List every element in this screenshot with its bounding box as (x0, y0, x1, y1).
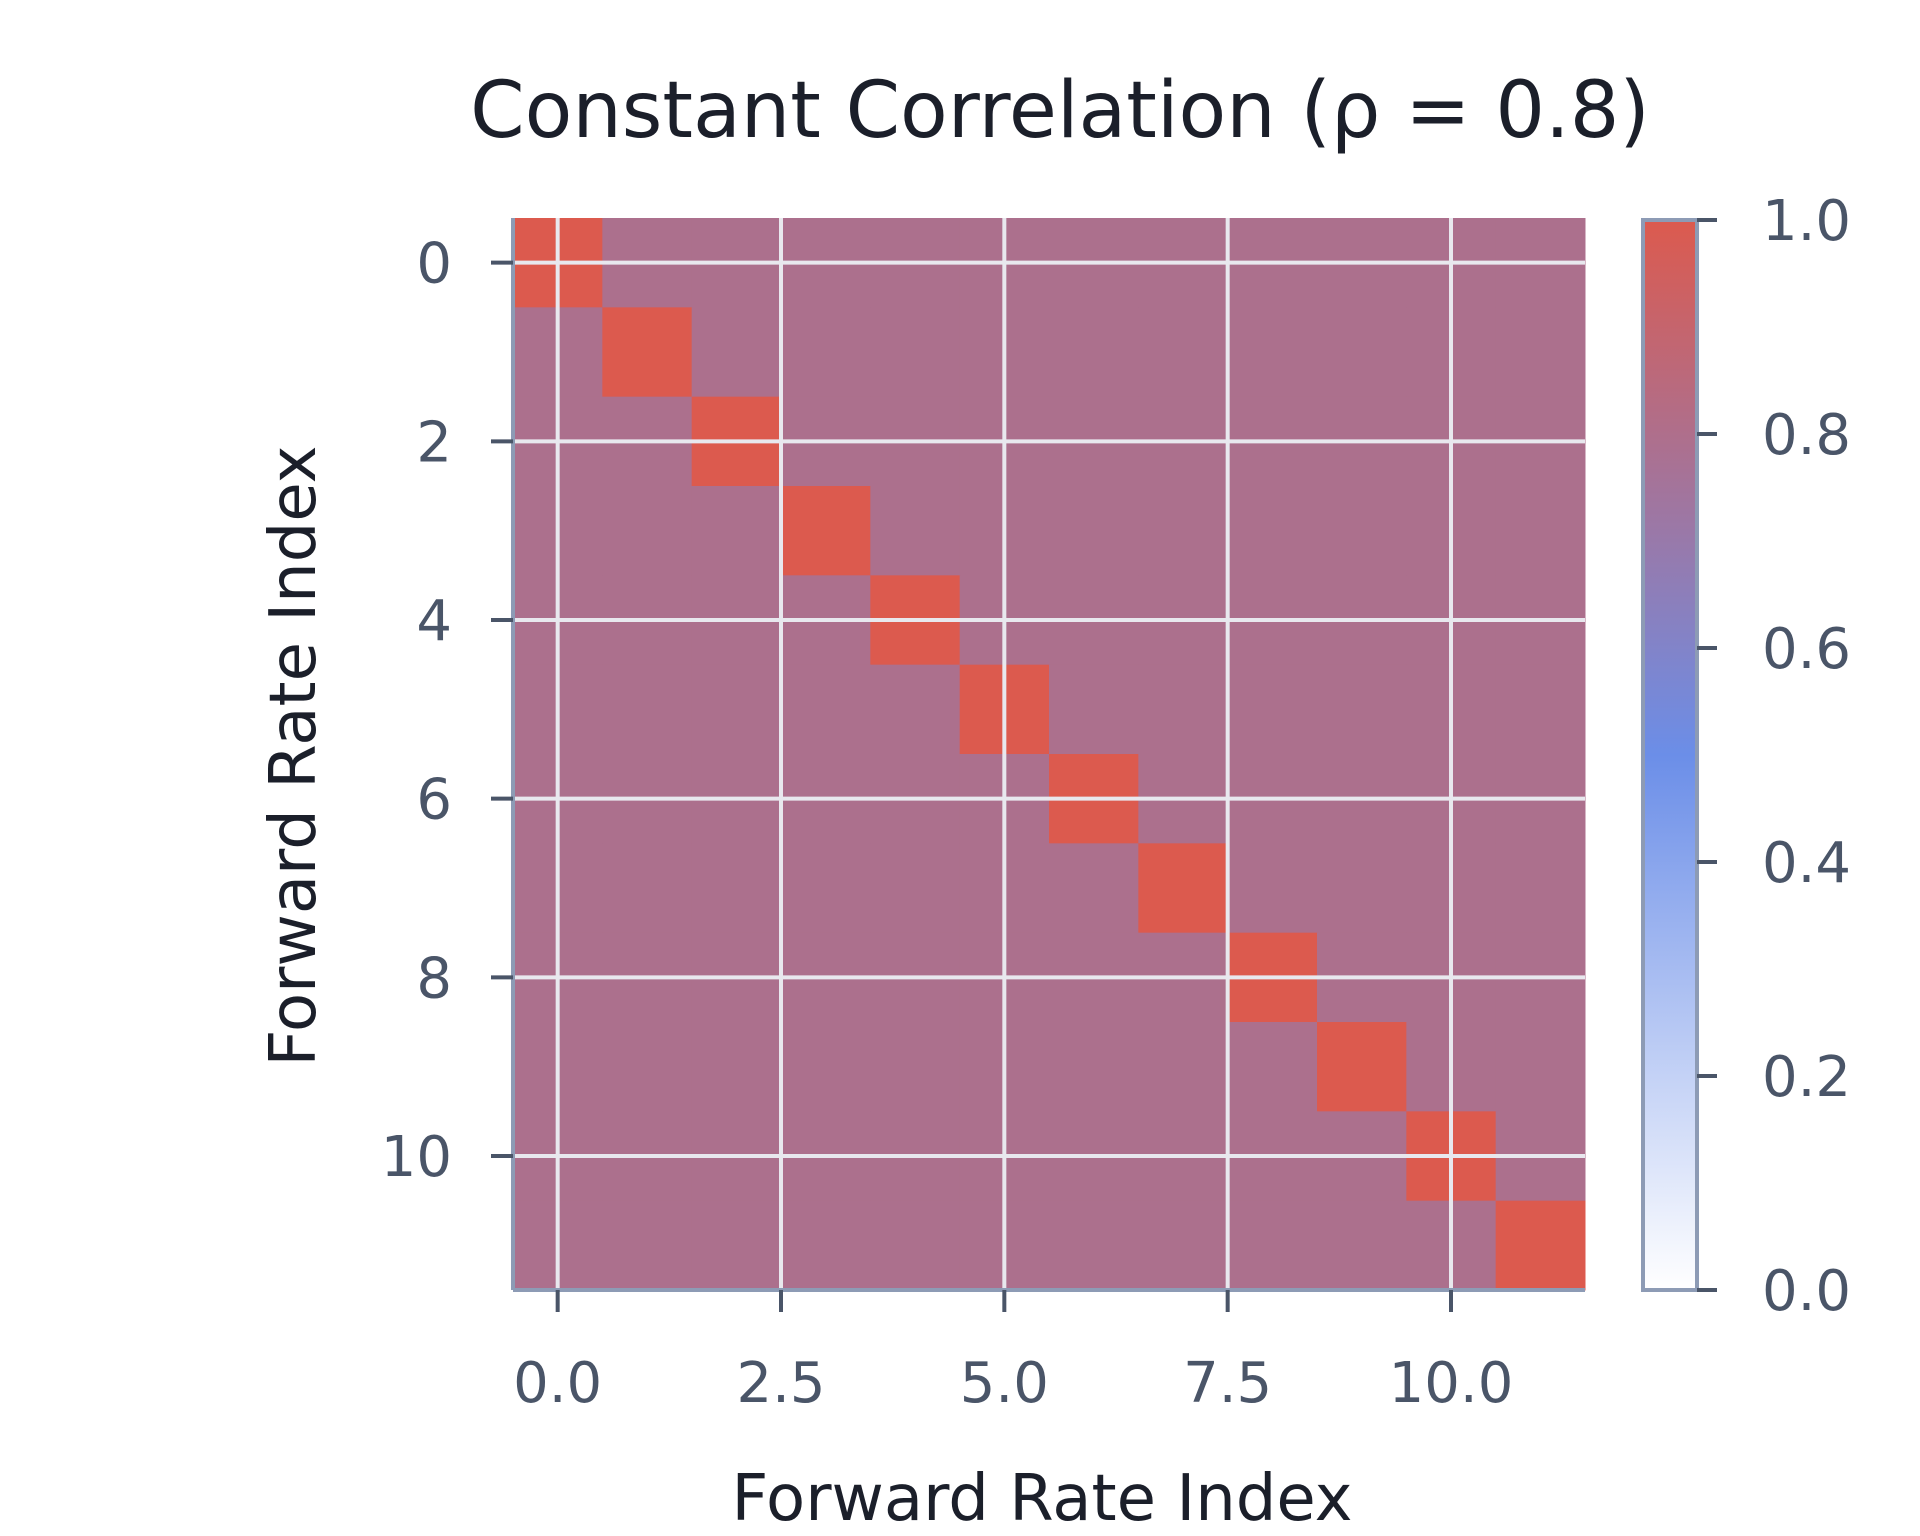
colorbar: 0.0 0.2 0.4 0.6 0.8 1.0 (1641, 189, 1851, 1324)
heatmap-cell (870, 664, 961, 755)
heatmap-cell (1317, 486, 1407, 576)
gridlines (513, 218, 1585, 1290)
heatmap-cell (781, 1200, 871, 1291)
heatmap-cell (870, 1022, 961, 1112)
heatmap-cell (602, 843, 693, 934)
heatmap-cell-diagonal (1317, 1022, 1407, 1112)
y-tick-label: 2 (416, 410, 452, 475)
heatmap-cell (602, 1200, 693, 1291)
y-tick-label: 0 (416, 232, 452, 297)
heatmap-cell (1049, 1200, 1139, 1291)
axes: 0.0 2.5 5.0 7.5 10.0 0 2 4 6 8 10 (381, 218, 1585, 1416)
y-tick-label: 6 (416, 768, 452, 833)
heatmap-cell (1495, 307, 1586, 398)
heatmap-cell (1138, 307, 1229, 398)
y-tick-label: 10 (381, 1125, 452, 1190)
heatmap-cell (691, 664, 782, 755)
heatmap-cell (1317, 843, 1407, 934)
heatmap-cell (1049, 664, 1139, 755)
heatmap-cell (1227, 307, 1318, 398)
heatmap-cell (781, 307, 871, 398)
x-tick-label: 5.0 (960, 1351, 1049, 1416)
heatmap-cell (1317, 1200, 1407, 1291)
colorbar-tick-label: 0.2 (1762, 1045, 1851, 1110)
heatmap-cell-diagonal (602, 307, 693, 398)
colorbar-tick-label: 0.8 (1762, 403, 1851, 468)
heatmap-cell-diagonal (1495, 1200, 1586, 1291)
heatmap-cell (691, 1200, 782, 1291)
x-tick-label: 2.5 (736, 1351, 825, 1416)
chart-title: Constant Correlation (ρ = 0.8) (470, 66, 1650, 156)
x-tick-label: 7.5 (1183, 1351, 1272, 1416)
heatmap-cell (691, 1022, 782, 1112)
heatmap-cell (1049, 307, 1139, 398)
heatmap-cell (691, 843, 782, 934)
heatmap-cell (1227, 1022, 1318, 1112)
heatmap-cell (1138, 1022, 1229, 1112)
heatmap-cell (1227, 664, 1318, 755)
x-axis-label: Forward Rate Index (732, 1462, 1353, 1536)
x-tick-label: 10.0 (1389, 1351, 1514, 1416)
heatmap-cell (1317, 664, 1407, 755)
colorbar-tick-label: 0.6 (1762, 617, 1851, 682)
heatmap-cell (1049, 843, 1139, 934)
heatmap-cell (602, 664, 693, 755)
heatmap-cell-diagonal (781, 486, 871, 576)
heatmap-cell (781, 843, 871, 934)
x-tick-label: 0.0 (513, 1351, 602, 1416)
heatmap-cell (1495, 843, 1586, 934)
heatmap-cell (870, 486, 961, 576)
colorbar-tick-label: 0.4 (1762, 831, 1851, 896)
heatmap-cell (1495, 486, 1586, 576)
heatmap-cell (870, 1200, 961, 1291)
heatmap-cell (1227, 486, 1318, 576)
heatmap-cell (1049, 486, 1139, 576)
heatmap-cell-diagonal (1138, 843, 1229, 934)
colorbar-gradient (1641, 218, 1699, 1292)
y-tick-label: 4 (416, 589, 452, 654)
heatmap-cell (1495, 664, 1586, 755)
heatmap-cell (870, 307, 961, 398)
heatmap-cell (1227, 843, 1318, 934)
heatmap-cell (691, 307, 782, 398)
heatmap-cell (870, 843, 961, 934)
heatmap-cell (691, 486, 782, 576)
heatmap-cell (1227, 1200, 1318, 1291)
heatmap-cell (781, 1022, 871, 1112)
heatmap-cell (1138, 486, 1229, 576)
heatmap-cell (602, 486, 693, 576)
heatmap-cells (513, 218, 1586, 1291)
heatmap-cell (1138, 664, 1229, 755)
y-axis-label: Forward Rate Index (257, 446, 331, 1067)
colorbar-tick-label: 1.0 (1762, 189, 1851, 254)
colorbar-tick-label: 0.0 (1762, 1259, 1851, 1324)
heatmap-cell (1495, 1022, 1586, 1112)
heatmap-cell (781, 664, 871, 755)
heatmap-cell (1138, 1200, 1229, 1291)
heatmap-cell (1049, 1022, 1139, 1112)
heatmap-cell (1317, 307, 1407, 398)
heatmap-cell (602, 1022, 693, 1112)
y-tick-label: 8 (416, 946, 452, 1011)
